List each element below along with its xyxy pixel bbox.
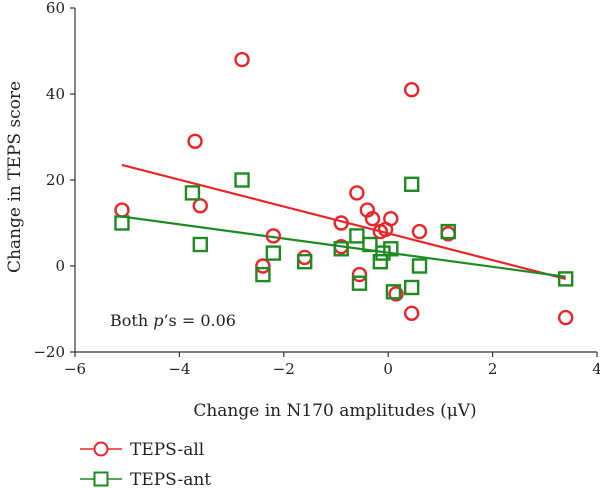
teps-ant-point: [372, 253, 389, 270]
teps-ant-point: [333, 241, 349, 257]
teps-ant-fit-line: [121, 215, 566, 278]
y-axis-label: Change in TEPS score: [5, 81, 25, 273]
y-tick-label: 60: [46, 0, 65, 17]
teps-all-point: [114, 202, 130, 218]
teps-all-point: [403, 81, 420, 98]
teps-ant-point: [557, 271, 574, 287]
data-markers: [114, 51, 574, 326]
x-tick-label: 0: [383, 360, 393, 378]
teps-ant-point: [296, 253, 313, 270]
teps-ant-point: [362, 236, 378, 253]
teps-ant-point: [383, 241, 399, 257]
annotation-prefix: Both: [110, 311, 153, 330]
teps-ant-point: [440, 223, 456, 240]
y-tick-label: 20: [46, 171, 65, 189]
annotation-italic: p: [153, 311, 163, 330]
teps-ant-point: [351, 275, 368, 291]
teps-all-point: [349, 185, 365, 201]
teps-all-point: [265, 228, 282, 244]
y-axis-ticks: −20 0 20 40 60: [33, 0, 75, 361]
teps-all-legend-marker: [93, 441, 109, 457]
annotation-suffix: ’s = 0.06: [163, 311, 236, 330]
teps-ant-point: [255, 266, 271, 283]
teps-all-point: [333, 215, 349, 231]
teps-all-point: [234, 51, 250, 68]
teps-all-point: [192, 198, 208, 214]
fit-lines: [121, 163, 566, 280]
teps-ant-legend-label: TEPS-ant: [130, 470, 211, 488]
teps-ant-point: [265, 245, 282, 261]
p-value-annotation: Both p’s = 0.06: [110, 311, 236, 330]
teps-all-point: [364, 210, 381, 227]
teps-ant-point: [192, 236, 208, 253]
teps-ant-point: [184, 185, 201, 201]
teps-all-legend-label: TEPS-all: [130, 440, 204, 460]
teps-ant-point: [349, 228, 365, 244]
teps-all-point: [388, 286, 404, 302]
plot-area: [114, 51, 574, 326]
teps-all-point: [411, 223, 428, 240]
teps-ant-point: [114, 215, 130, 231]
teps-all-point: [255, 258, 271, 274]
teps-all-point: [557, 309, 574, 326]
x-tick-label: 4: [592, 360, 600, 378]
x-tick-label: 2: [488, 360, 498, 378]
teps-ant-point: [375, 245, 391, 261]
x-tick-label: −2: [273, 360, 295, 378]
teps-all-fit-line: [121, 163, 566, 280]
x-tick-label: −4: [168, 360, 190, 378]
legend: TEPS-all TEPS-ant: [80, 440, 211, 488]
y-tick-label: 0: [55, 257, 65, 275]
teps-all-point: [351, 266, 368, 283]
teps-ant-point: [403, 176, 420, 193]
y-tick-label: 40: [46, 85, 65, 103]
teps-ant-point: [403, 279, 420, 296]
x-tick-label: −6: [64, 360, 86, 378]
teps-all-point: [187, 133, 203, 150]
teps-ant-point: [234, 172, 250, 188]
x-axis-ticks: −6 −4 −2 0 2 4: [64, 352, 600, 378]
teps-ant-point: [411, 258, 428, 274]
x-axis-label: Change in N170 amplitudes (μV): [193, 401, 476, 421]
teps-ant-legend-marker: [93, 471, 109, 487]
teps-all-point: [383, 210, 399, 227]
y-tick-label: −20: [33, 343, 65, 361]
teps-all-point: [296, 249, 313, 266]
teps-ant-point: [385, 284, 402, 300]
teps-all-point: [403, 305, 420, 321]
